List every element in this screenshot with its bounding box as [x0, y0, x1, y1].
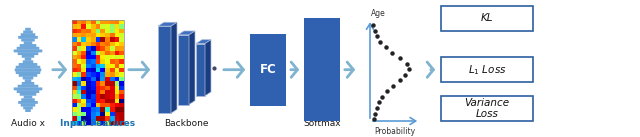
FancyBboxPatch shape	[22, 60, 33, 63]
Text: KL: KL	[481, 13, 493, 23]
FancyBboxPatch shape	[24, 41, 32, 44]
Polygon shape	[158, 26, 171, 113]
Text: Age: Age	[371, 9, 386, 18]
Text: Backbone: Backbone	[164, 119, 208, 128]
FancyBboxPatch shape	[18, 101, 38, 104]
FancyBboxPatch shape	[17, 47, 39, 50]
FancyBboxPatch shape	[19, 74, 37, 77]
Text: $L_1$ Loss: $L_1$ Loss	[468, 63, 506, 77]
FancyBboxPatch shape	[20, 104, 35, 107]
Bar	[441, 96, 533, 121]
FancyBboxPatch shape	[18, 85, 38, 88]
FancyBboxPatch shape	[23, 31, 33, 33]
Bar	[441, 57, 533, 82]
Polygon shape	[178, 35, 189, 105]
FancyBboxPatch shape	[21, 39, 35, 42]
FancyBboxPatch shape	[20, 33, 35, 36]
Polygon shape	[158, 22, 177, 26]
Text: Audio x: Audio x	[11, 119, 45, 128]
FancyBboxPatch shape	[22, 82, 35, 85]
FancyBboxPatch shape	[22, 77, 33, 79]
FancyBboxPatch shape	[21, 98, 35, 101]
FancyBboxPatch shape	[18, 52, 38, 55]
Text: Variance
Loss: Variance Loss	[465, 98, 509, 119]
FancyBboxPatch shape	[20, 93, 36, 96]
FancyBboxPatch shape	[25, 28, 31, 31]
Text: Softmax: Softmax	[303, 119, 341, 128]
FancyBboxPatch shape	[25, 109, 31, 112]
FancyBboxPatch shape	[15, 68, 42, 71]
Text: FC: FC	[260, 63, 276, 76]
Text: Input Features: Input Features	[60, 119, 136, 128]
Bar	[441, 6, 533, 31]
FancyBboxPatch shape	[16, 71, 40, 74]
FancyBboxPatch shape	[24, 96, 32, 99]
Bar	[304, 18, 340, 121]
FancyBboxPatch shape	[13, 87, 42, 90]
FancyBboxPatch shape	[19, 63, 37, 66]
Polygon shape	[196, 44, 205, 96]
FancyBboxPatch shape	[18, 36, 38, 39]
FancyBboxPatch shape	[20, 44, 36, 47]
FancyBboxPatch shape	[17, 90, 39, 93]
Polygon shape	[178, 31, 195, 35]
Polygon shape	[171, 22, 177, 113]
FancyBboxPatch shape	[25, 79, 31, 82]
Polygon shape	[196, 40, 211, 44]
Polygon shape	[189, 31, 195, 105]
Text: Probability: Probability	[374, 127, 415, 136]
FancyBboxPatch shape	[22, 55, 35, 58]
Polygon shape	[205, 40, 211, 96]
Bar	[250, 34, 286, 105]
FancyBboxPatch shape	[16, 66, 40, 69]
FancyBboxPatch shape	[13, 49, 42, 52]
Bar	[72, 20, 124, 125]
FancyBboxPatch shape	[23, 106, 33, 109]
FancyBboxPatch shape	[25, 58, 31, 61]
